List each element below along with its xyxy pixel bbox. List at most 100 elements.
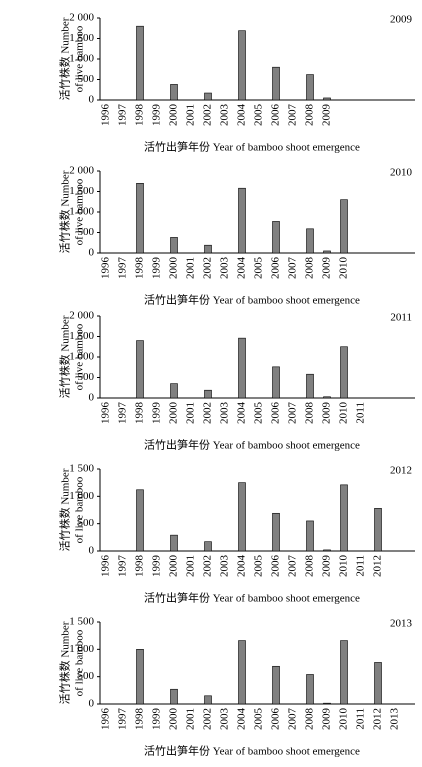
- x-axis-label: 活竹出笋年份 Year of bamboo shoot emergence: [144, 744, 360, 758]
- x-tick-label: 2000: [168, 104, 180, 127]
- x-tick-label: 1998: [134, 104, 146, 127]
- y-tick-label: 1 000: [69, 53, 94, 65]
- bar: [306, 373, 314, 399]
- y-tick-label: 0: [89, 698, 95, 710]
- bar: [374, 508, 382, 552]
- y-tick-label: 500: [78, 73, 95, 85]
- bar: [136, 340, 144, 399]
- x-tick-label: 2004: [236, 708, 248, 731]
- x-tick-label: 2009: [321, 257, 333, 280]
- y-tick-label: 500: [78, 226, 95, 238]
- y-axis-label: 活竹株数 Number: [58, 468, 72, 551]
- y-tick-label: 1 500: [69, 185, 94, 197]
- x-tick-label: 2001: [185, 402, 197, 424]
- x-tick-label: 2009: [321, 708, 333, 731]
- x-tick-label: 2004: [236, 257, 248, 280]
- y-tick-label: 0: [89, 392, 95, 404]
- x-tick-label: 2012: [372, 555, 384, 577]
- x-tick-label: 1996: [100, 402, 112, 425]
- bar: [323, 97, 331, 101]
- x-tick-label: 2000: [168, 555, 180, 578]
- bar: [323, 702, 331, 705]
- x-tick-label: 1998: [134, 257, 146, 280]
- x-tick-label: 1996: [100, 104, 112, 127]
- x-tick-label: 2011: [355, 555, 367, 577]
- x-tick-label: 2007: [287, 104, 299, 127]
- x-tick-label: 2009: [321, 555, 333, 578]
- x-tick-label: 2006: [270, 708, 282, 731]
- y-tick-label: 1 500: [69, 330, 94, 342]
- x-tick-label: 2001: [185, 257, 197, 279]
- x-tick-label: 1997: [117, 257, 129, 280]
- x-tick-label: 2002: [202, 257, 214, 279]
- x-tick-label: 2008: [304, 104, 316, 127]
- x-tick-label: 2005: [253, 708, 265, 731]
- panel-title: 2013: [390, 618, 413, 630]
- y-axis-label: of live bamboo: [74, 476, 86, 543]
- x-tick-label: 2012: [372, 708, 384, 730]
- x-tick-label: 1999: [151, 257, 163, 280]
- x-tick-label: 1999: [151, 104, 163, 127]
- x-tick-label: 1999: [151, 708, 163, 731]
- y-tick-label: 1 500: [69, 32, 94, 44]
- bar: [204, 695, 212, 705]
- y-tick-label: 0: [89, 94, 95, 106]
- x-tick-label: 2002: [202, 708, 214, 730]
- x-tick-label: 1997: [117, 402, 129, 425]
- bar: [238, 30, 246, 101]
- y-axis-label: of live bamboo: [74, 25, 86, 92]
- bar: [272, 665, 280, 705]
- x-tick-label: 1998: [134, 402, 146, 425]
- bar: [238, 337, 246, 399]
- y-tick-label: 500: [78, 517, 95, 529]
- x-tick-label: 1997: [117, 555, 129, 578]
- bar: [323, 250, 331, 254]
- bar: [374, 662, 382, 705]
- x-tick-label: 1996: [100, 708, 112, 731]
- x-tick-label: 2010: [338, 257, 350, 280]
- bar: [170, 383, 178, 399]
- bar: [204, 92, 212, 101]
- x-tick-label: 2005: [253, 555, 265, 578]
- x-tick-label: 2005: [253, 104, 265, 127]
- y-axis-label: of live bamboo: [74, 178, 86, 245]
- bar: [340, 199, 348, 254]
- y-axis-label: 活竹株数 Number: [58, 170, 72, 253]
- y-tick-label: 1 000: [69, 206, 94, 218]
- bar: [170, 84, 178, 101]
- y-tick-label: 1 000: [69, 351, 94, 363]
- y-tick-label: 2 000: [69, 12, 94, 24]
- x-tick-label: 2010: [338, 708, 350, 731]
- bar: [306, 674, 314, 705]
- y-tick-label: 1 000: [69, 643, 94, 655]
- x-tick-label: 2001: [185, 104, 197, 126]
- x-axis-label: 活竹出笋年份 Year of bamboo shoot emergence: [144, 438, 360, 452]
- bar: [272, 366, 280, 399]
- x-axis-label: 活竹出笋年份 Year of bamboo shoot emergence: [144, 293, 360, 307]
- bar: [323, 549, 331, 552]
- y-tick-label: 2 000: [69, 310, 94, 322]
- x-tick-label: 2003: [219, 104, 231, 127]
- panel-title: 2011: [390, 312, 412, 324]
- x-tick-label: 1999: [151, 555, 163, 578]
- x-tick-label: 2002: [202, 555, 214, 577]
- panel-title: 2009: [390, 14, 413, 26]
- bar: [272, 512, 280, 552]
- bar: [238, 187, 246, 254]
- x-tick-label: 2007: [287, 402, 299, 425]
- x-tick-label: 2009: [321, 104, 333, 127]
- panel-title: 2012: [390, 465, 412, 477]
- bar: [204, 244, 212, 254]
- x-tick-label: 1996: [100, 555, 112, 578]
- bar: [272, 66, 280, 101]
- x-axis-label: 活竹出笋年份 Year of bamboo shoot emergence: [144, 140, 360, 154]
- x-tick-label: 2000: [168, 708, 180, 731]
- x-tick-label: 2002: [202, 104, 214, 126]
- bar: [306, 74, 314, 101]
- bar: [340, 640, 348, 705]
- x-tick-label: 2001: [185, 555, 197, 577]
- x-tick-label: 2006: [270, 104, 282, 127]
- x-tick-label: 2000: [168, 402, 180, 425]
- bar: [136, 649, 144, 705]
- x-tick-label: 2003: [219, 402, 231, 425]
